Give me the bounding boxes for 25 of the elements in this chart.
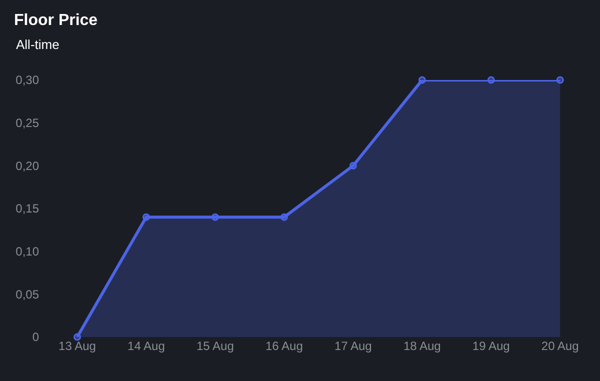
x-tick-label: 20 Aug	[541, 339, 579, 353]
x-tick-label: 13 Aug	[58, 339, 96, 353]
y-tick-label: 0,05	[16, 287, 40, 302]
point	[349, 162, 357, 170]
y-tick-label: 0,25	[16, 116, 40, 130]
point	[142, 213, 150, 221]
x-tick-label: 15 Aug	[196, 339, 234, 353]
x-tick-label: 14 Aug	[128, 339, 165, 353]
y-tick-label: 0,10	[16, 244, 40, 259]
y-tick-label: 0	[32, 330, 40, 344]
x-tick-label: 19 Aug	[472, 339, 510, 353]
point	[280, 213, 288, 221]
chart-subtitle: All-time	[16, 37, 60, 52]
x-tick-label: 16 Aug	[265, 339, 303, 353]
y-tick-label: 0,15	[16, 202, 40, 216]
point	[418, 76, 426, 84]
point	[211, 213, 219, 221]
chart-title: Floor Price	[14, 12, 98, 30]
y-tick-label: 0,20	[16, 158, 40, 173]
point	[487, 76, 495, 84]
y-tick-label: 0,30	[16, 73, 40, 88]
x-tick-label: 18 Aug	[403, 339, 441, 353]
x-tick-label: 17 Aug	[334, 339, 372, 353]
point	[556, 76, 564, 84]
point	[73, 333, 81, 341]
